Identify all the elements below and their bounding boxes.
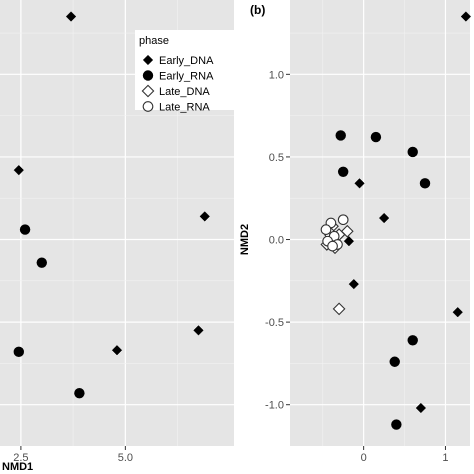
- panel-a-x-tick-label: 5.0: [118, 452, 133, 464]
- panel-b-point: [354, 178, 365, 189]
- legend-entries: Early_DNA Early_RNA Late_DNA Late_RNA: [141, 54, 214, 114]
- panel-b-y-tick-label: 1.0: [269, 69, 284, 81]
- panel-b-x-tick-label: 0: [361, 452, 367, 464]
- panel-a-x-axis-title: NMD1: [2, 461, 33, 473]
- panel-b-point: [415, 402, 427, 414]
- panel-b-point: [370, 131, 382, 143]
- panel-a-grid: [0, 0, 234, 446]
- legend-title: phase: [139, 35, 169, 47]
- panel-b-grid: [290, 0, 470, 446]
- panel-b-point: [320, 224, 332, 235]
- panel-b-y-tick-label: -0.5: [265, 317, 284, 329]
- panel-a-point: [13, 346, 25, 358]
- panel-b-point: [378, 212, 390, 224]
- legend-key-early-rna: [142, 70, 154, 81]
- legend-key-late-rna: [142, 101, 154, 112]
- panel-a-point: [111, 345, 123, 356]
- panel-b-point: [348, 278, 359, 290]
- panel-b-y-ticks: -1.0 -0.5 0.0 0.5 1.0: [265, 69, 290, 412]
- panel-b-point: [419, 178, 431, 189]
- legend-entry-label: Late_RNA: [159, 102, 210, 114]
- legend: phase Early_DNA Early_RNA Late_DNA Late_RNA: [135, 30, 240, 114]
- panel-a-points: [13, 11, 210, 399]
- panel-a-point: [199, 211, 210, 222]
- panel-b-point: [337, 166, 349, 177]
- panel-b-y-tick-label: 0.0: [269, 235, 284, 247]
- panel-b-y-tick-label: 0.5: [269, 152, 284, 164]
- panel-b-point: [389, 356, 400, 367]
- legend-entry-label: Late_DNA: [159, 86, 210, 98]
- legend-entry-label: Early_RNA: [159, 71, 214, 83]
- panel-b-y-axis-title: NMD2: [239, 224, 251, 255]
- panel-a-x-tick-label: 2.5: [13, 452, 28, 464]
- legend-entry-label: Early_DNA: [159, 55, 214, 67]
- panel-a-point: [19, 224, 31, 235]
- panel-a-x-ticks: 2.5 5.0: [13, 446, 133, 464]
- panel-a-point: [65, 11, 77, 22]
- panel-b-point: [460, 11, 472, 22]
- panel-b-points: [320, 11, 472, 430]
- panel-b-point: [452, 307, 463, 318]
- legend-key-late-dna: [141, 84, 155, 98]
- legend-box: [135, 30, 240, 110]
- panel-b-point: [340, 224, 354, 238]
- panel-b-background: [290, 0, 470, 446]
- legend-key-early-dna: [142, 54, 154, 66]
- panel-b-point: [337, 214, 349, 226]
- panel-b-point: [407, 146, 418, 158]
- panel-b-tag: (b): [250, 3, 265, 17]
- panel-b-point: [391, 419, 402, 430]
- panel-a-point: [74, 387, 85, 399]
- panel-b-point: [407, 335, 418, 346]
- panel-a-point: [36, 257, 47, 268]
- panel-b-point: [332, 302, 346, 316]
- panel-b-point: [343, 236, 355, 247]
- panel-a-point: [193, 325, 204, 336]
- panel-b-x-tick-label: 1: [442, 452, 448, 464]
- panel-b-point: [327, 240, 338, 252]
- panel-a-point: [13, 164, 24, 176]
- panel-b-point: [335, 130, 346, 141]
- panel-b-y-tick-label: -1.0: [265, 400, 284, 412]
